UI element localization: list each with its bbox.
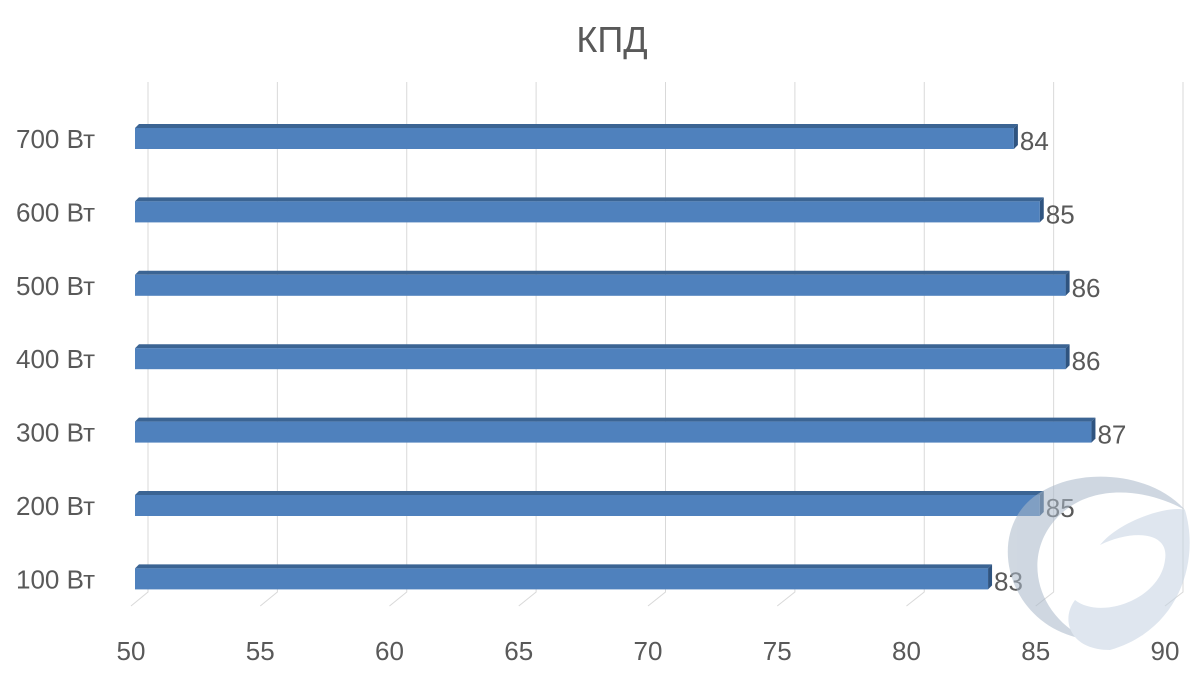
y-tick-label: 200 Вт: [16, 491, 95, 521]
bar-top: [135, 491, 1044, 495]
bars: 84858686878583: [135, 124, 1126, 596]
y-tick-label: 300 Вт: [16, 418, 95, 448]
data-label: 86: [1072, 273, 1101, 303]
bar: [135, 197, 1044, 223]
y-tick-label: 600 Вт: [16, 197, 95, 227]
gridline: [518, 82, 537, 607]
x-axis-labels: 50 55 60 65 70 75 80 85 90: [117, 636, 1180, 666]
x-tick-label: 50: [117, 636, 146, 666]
y-tick-label: 500 Вт: [16, 271, 95, 301]
bar-front: [135, 128, 1014, 149]
bar-side: [1039, 197, 1044, 223]
y-axis-labels: 700 Вт 600 Вт 500 Вт 400 Вт 300 Вт 200 Вт 100 …: [16, 124, 95, 594]
bar-top: [135, 564, 993, 569]
bar-side: [1091, 417, 1096, 443]
bar-side: [988, 564, 993, 590]
bar-front: [135, 274, 1066, 296]
y-tick-label: 700 Вт: [16, 124, 95, 154]
data-label: 87: [1097, 420, 1126, 450]
x-tick-label: 55: [246, 636, 275, 666]
bar: [135, 417, 1096, 443]
bar: [135, 270, 1070, 296]
bar-front: [135, 568, 989, 590]
bar: [135, 124, 1018, 149]
chart-title: КПД: [576, 19, 647, 60]
gridline: [776, 82, 796, 607]
y-tick-label: 100 Вт: [16, 564, 95, 594]
x-tick-label: 60: [375, 636, 404, 666]
bar-top: [135, 197, 1044, 202]
x-tick-label: 85: [1021, 636, 1050, 666]
bar: [135, 564, 993, 590]
bar-front: [135, 421, 1092, 443]
bar-top: [135, 344, 1070, 349]
gridline: [906, 82, 925, 607]
x-tick-label: 80: [892, 636, 921, 666]
x-tick-label: 75: [763, 636, 792, 666]
bar-top: [135, 270, 1070, 275]
bar: [135, 344, 1070, 370]
data-label: 85: [1046, 199, 1075, 229]
gridline: [389, 82, 408, 607]
bar: [135, 491, 1044, 516]
bar-side: [1065, 270, 1070, 296]
data-label: 84: [1020, 126, 1049, 156]
y-tick-label: 400 Вт: [16, 344, 95, 374]
x-tick-label: 65: [504, 636, 533, 666]
gridline: [259, 82, 278, 607]
bar-front: [135, 348, 1066, 370]
gridlines: [130, 82, 1184, 607]
bar-side: [1013, 124, 1018, 149]
bar-side: [1065, 344, 1070, 370]
bar-front: [135, 495, 1040, 516]
gridline: [130, 82, 149, 607]
bar-top: [135, 124, 1018, 128]
gridline: [647, 82, 666, 607]
watermark-logo-icon: [1007, 476, 1190, 650]
bar-front: [135, 201, 1040, 223]
data-label: 86: [1072, 346, 1101, 376]
bar-top: [135, 417, 1096, 422]
x-tick-label: 90: [1151, 636, 1180, 666]
x-tick-label: 70: [634, 636, 663, 666]
